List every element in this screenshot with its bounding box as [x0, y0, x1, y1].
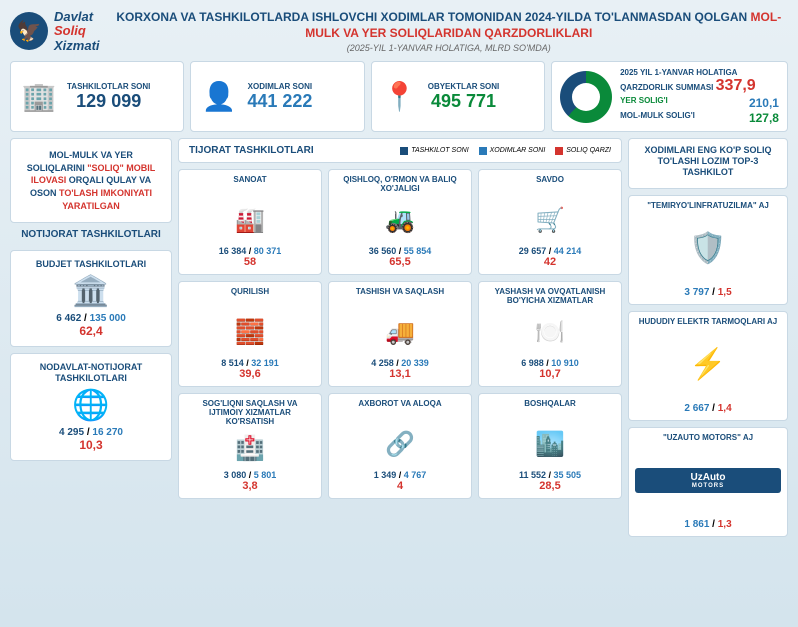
right-column: XODIMLARI ENG KO'P SOLIQ TO'LASHI LOZIM …: [628, 138, 788, 536]
left-column: MOL-MULK VA YER SOLIQLARINI "SOLIQ" MOBI…: [10, 138, 172, 536]
globe-icon: 🌐: [19, 388, 163, 423]
sector-card: SANOAT🏭16 384 / 80 37158: [178, 169, 322, 275]
budjet-card: BUDJET TASHKILOTLARI 🏛️ 6 462 / 135 0006…: [10, 250, 172, 347]
logo: 🦅 Davlat Soliq Xizmati: [10, 10, 100, 53]
mid-header: TIJORAT TASHKILOTLARI TASHKILOT SONI XOD…: [178, 138, 622, 163]
legend: TASHKILOT SONI XODIMLAR SONI SOLIQ QARZI: [400, 147, 611, 155]
stat-obyektlar: 📍 OBYEKTLAR SONI495 771: [371, 61, 545, 132]
top3-card: "TEMIRYO'LINFRATUZILMA" AJ🛡️3 797 / 1,5: [628, 195, 788, 305]
sector-card: BOSHQALAR🏙️11 552 / 35 50528,5: [478, 393, 622, 499]
sector-card: QISHLOQ, O'RMON VA BALIQ XO'JALIGI🚜36 56…: [328, 169, 472, 275]
pin-icon: 📍: [380, 80, 420, 113]
sector-card: YASHASH VA OVQATLANISH BO'YICHA XIZMATLA…: [478, 281, 622, 387]
bank-icon: 🏛️: [19, 274, 163, 309]
sector-card: QURILISH🧱8 514 / 32 19139,6: [178, 281, 322, 387]
subtitle: (2025-YIL 1-YANVAR HOLATIGA, MLRD SO'MDA…: [110, 43, 788, 53]
sector-grid: SANOAT🏭16 384 / 80 37158QISHLOQ, O'RMON …: [178, 169, 622, 499]
donut-chart: [560, 71, 612, 123]
nodavlat-card: NODAVLAT-NOTIJORAT TASHKILOTLARI 🌐 4 295…: [10, 353, 172, 461]
header: 🦅 Davlat Soliq Xizmati KORXONA VA TASHKI…: [10, 10, 788, 53]
stat-donut: 2025 YIL 1-YANVAR HOLATIGA QARZDORLIK SU…: [551, 61, 788, 132]
main-grid: MOL-MULK VA YER SOLIQLARINI "SOLIQ" MOBI…: [10, 138, 788, 536]
top3-list: "TEMIRYO'LINFRATUZILMA" AJ🛡️3 797 / 1,5H…: [628, 195, 788, 537]
main-title: KORXONA VA TASHKILOTLARDA ISHLOVCHI XODI…: [110, 10, 788, 41]
title-block: KORXONA VA TASHKILOTLARDA ISHLOVCHI XODI…: [110, 10, 788, 53]
mid-column: TIJORAT TASHKILOTLARI TASHKILOT SONI XOD…: [178, 138, 622, 536]
sector-card: SOG'LIQNI SAQLASH VA IJTIMOIY XIZMATLAR …: [178, 393, 322, 499]
logo-icon: 🦅: [10, 12, 48, 50]
person-icon: 👤: [199, 80, 239, 113]
sector-card: TASHISH VA SAQLASH🚚4 258 / 20 33913,1: [328, 281, 472, 387]
top3-card: "UZAUTO MOTORS" AJUzAutoMOTORS1 861 / 1,…: [628, 427, 788, 537]
sector-card: SAVDO🛒29 657 / 44 21442: [478, 169, 622, 275]
info-box: MOL-MULK VA YER SOLIQLARINI "SOLIQ" MOBI…: [10, 138, 172, 223]
building-icon: 🏢: [19, 80, 59, 113]
stat-xodimlar: 👤 XODIMLAR SONI441 222: [190, 61, 364, 132]
sector-card: AXBOROT VA ALOQA🔗1 349 / 4 7674: [328, 393, 472, 499]
right-title: XODIMLARI ENG KO'P SOLIQ TO'LASHI LOZIM …: [628, 138, 788, 188]
top-row: 🏢 TASHKILOTLAR SONI129 099 👤 XODIMLAR SO…: [10, 61, 788, 132]
logo-text: Davlat Soliq Xizmati: [54, 10, 100, 53]
left-section-title: NOTIJORAT TASHKILOTLARI: [10, 229, 172, 240]
top3-card: HUDUDIY ELEKTR TARMOQLARI AJ⚡2 667 / 1,4: [628, 311, 788, 421]
stat-tashkilotlar: 🏢 TASHKILOTLAR SONI129 099: [10, 61, 184, 132]
